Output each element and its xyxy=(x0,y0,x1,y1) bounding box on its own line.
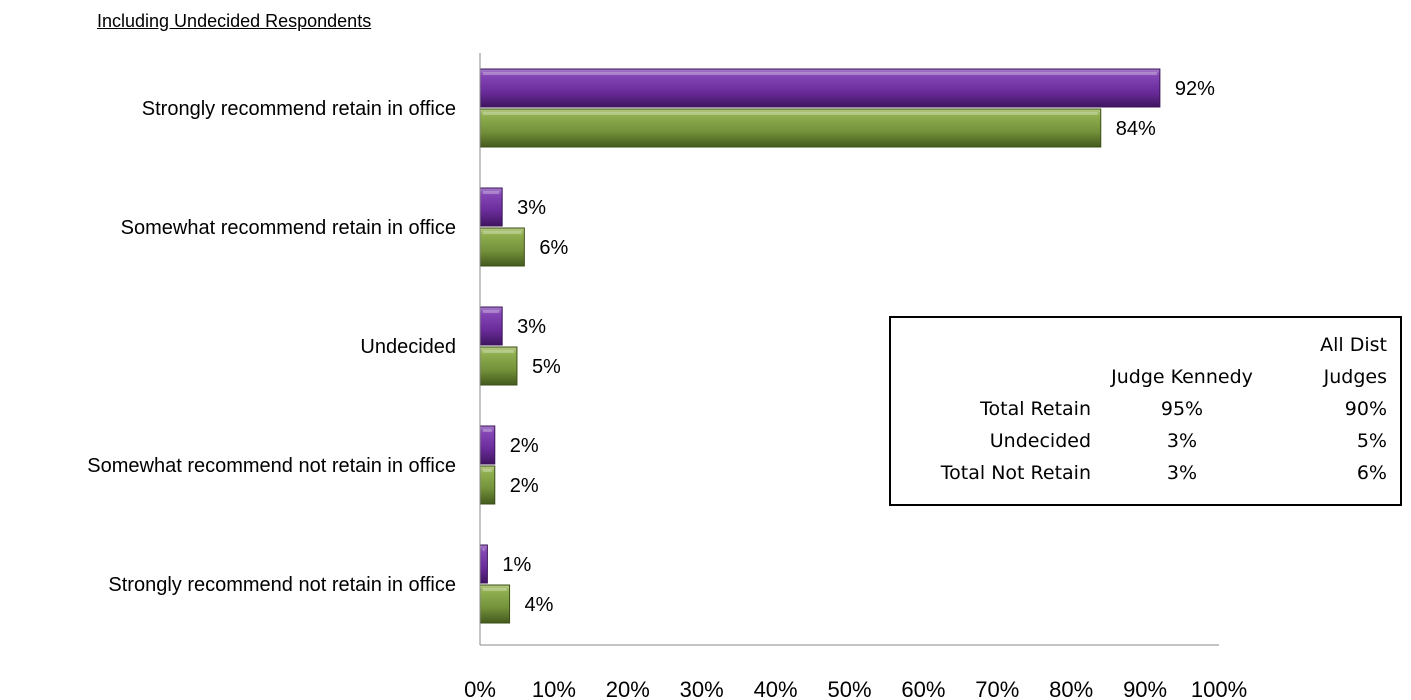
bar-series-2 xyxy=(479,227,525,267)
x-tick-label: 80% xyxy=(1049,677,1093,700)
summary-row-judge-value: 95% xyxy=(1160,398,1204,420)
data-label: 3% xyxy=(517,197,546,219)
data-label: 5% xyxy=(532,356,561,378)
data-label: 2% xyxy=(510,435,539,457)
summary-header-judges: Judges xyxy=(1323,366,1387,388)
summary-header-row-2: Judge Kennedy Judges xyxy=(891,356,1397,388)
x-tick-label: 60% xyxy=(901,677,945,700)
summary-header-judge: Judge Kennedy xyxy=(1111,366,1253,388)
data-label: 1% xyxy=(502,554,531,576)
category-label: Strongly recommend retain in office xyxy=(142,98,456,120)
summary-row-all-value: 90% xyxy=(1344,398,1387,420)
data-label: 84% xyxy=(1116,118,1156,140)
summary-row-label: Undecided xyxy=(989,430,1091,452)
category-label: Undecided xyxy=(360,336,456,358)
data-label: 92% xyxy=(1175,78,1215,100)
bar-series-2 xyxy=(479,465,496,505)
summary-row-judge-value: 3% xyxy=(1166,430,1198,452)
x-tick-label: 100% xyxy=(1191,677,1247,700)
summary-header-row-1: All Dist xyxy=(891,324,1397,356)
x-tick-label: 0% xyxy=(464,677,496,700)
bar-series-2 xyxy=(479,584,511,624)
bar-series-2 xyxy=(479,108,1102,148)
chart-subtitle: Including Undecided Respondents xyxy=(97,11,372,31)
category-label: Strongly recommend not retain in office xyxy=(108,574,456,596)
x-tick-label: 30% xyxy=(680,677,724,700)
category-label: Somewhat recommend not retain in office xyxy=(87,455,456,477)
summary-table: All Dist Judge Kennedy Judges Total Reta… xyxy=(889,316,1402,506)
bar-series-1 xyxy=(479,187,503,227)
data-label: 2% xyxy=(510,475,539,497)
bar-series-1 xyxy=(479,306,503,346)
x-tick-label: 90% xyxy=(1123,677,1167,700)
summary-row-all-value: 5% xyxy=(1356,430,1387,452)
summary-row: Undecided 3% 5% xyxy=(891,420,1397,452)
category-label: Somewhat recommend retain in office xyxy=(121,217,456,239)
summary-row-label: Total Retain xyxy=(980,398,1091,420)
summary-row: Total Not Retain 3% 6% xyxy=(891,452,1397,484)
summary-row-label: Total Not Retain xyxy=(940,462,1091,484)
bar-series-1 xyxy=(479,544,488,584)
x-tick-label: 10% xyxy=(532,677,576,700)
summary-header-all-dist: All Dist xyxy=(1320,334,1387,356)
data-label: 3% xyxy=(517,316,546,338)
summary-row: Total Retain 95% 90% xyxy=(891,388,1397,420)
bar-series-1 xyxy=(479,68,1161,108)
summary-row-all-value: 6% xyxy=(1356,462,1387,484)
data-label: 6% xyxy=(539,237,568,259)
bar-series-2 xyxy=(479,346,518,386)
x-tick-label: 40% xyxy=(754,677,798,700)
data-label: 4% xyxy=(525,594,554,616)
x-tick-label: 70% xyxy=(975,677,1019,700)
x-tick-label: 50% xyxy=(827,677,871,700)
bar-series-1 xyxy=(479,425,496,465)
summary-row-judge-value: 3% xyxy=(1166,462,1198,484)
x-tick-label: 20% xyxy=(606,677,650,700)
